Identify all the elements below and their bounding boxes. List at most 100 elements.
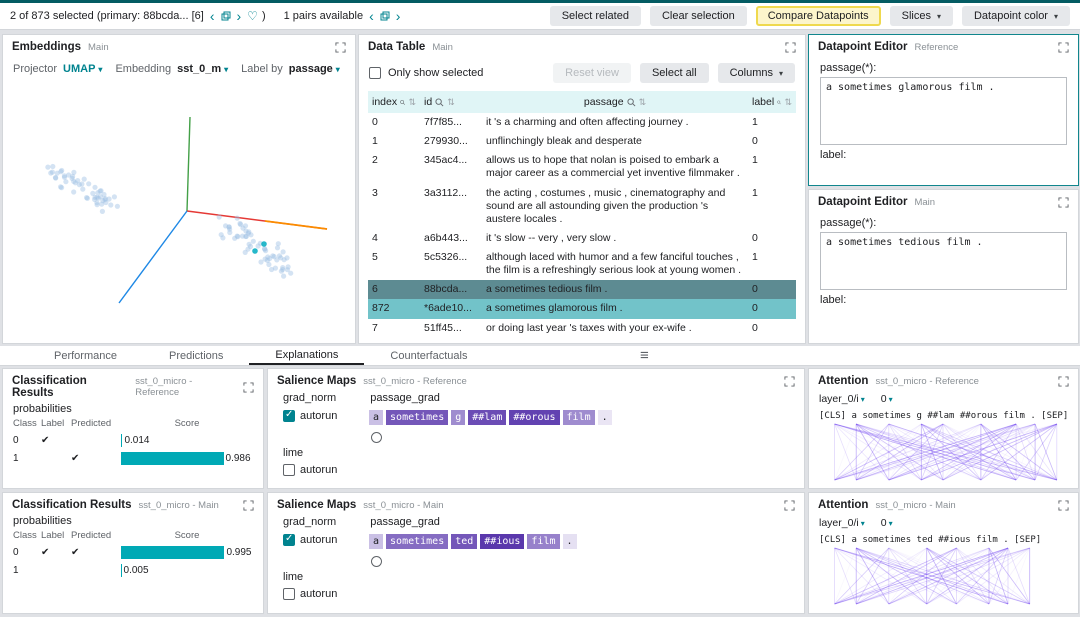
lime-autorun-checkbox[interactable] <box>283 464 295 476</box>
cell-id: 7f7f85... <box>424 116 462 128</box>
reset-view-button[interactable]: Reset view <box>553 63 631 83</box>
cell-index: 872 <box>372 302 390 315</box>
search-icon[interactable] <box>627 97 636 107</box>
cell-id: 88bcda... <box>424 283 468 296</box>
table-row[interactable]: 4 a6b443... it 's slow -- very , very slow… <box>368 229 796 248</box>
cell-label: 0 <box>752 231 758 244</box>
tab-explanations[interactable]: Explanations <box>249 346 365 365</box>
projector-label: Projector <box>13 63 58 75</box>
cell-index: 1 <box>372 135 378 148</box>
table-row[interactable]: 3 3a3112... the acting , costumes , music … <box>368 184 796 229</box>
cell-passage: it 's a charming and often affecting jou… <box>486 116 689 128</box>
columns-button[interactable]: Columns ▾ <box>717 63 795 83</box>
cell-passage: a sometimes tedious film . <box>486 283 608 296</box>
column-header-index[interactable]: index ⇅ <box>368 91 420 113</box>
projector-select[interactable]: UMAP ▾ <box>63 63 102 75</box>
cell-passage: a sometimes glamorous film . <box>486 302 623 315</box>
compare-datapoints-button[interactable]: Compare Datapoints <box>755 6 881 26</box>
salience-radio[interactable] <box>371 432 382 443</box>
sort-icon[interactable]: ⇅ <box>447 96 455 107</box>
header-score: Score <box>174 530 200 541</box>
expand-icon[interactable] <box>784 499 795 511</box>
cell-id: 3a3112... <box>424 186 468 199</box>
sort-icon[interactable]: ⇅ <box>408 96 416 107</box>
prev-datapoint-button[interactable]: ‹ <box>209 8 215 24</box>
pin-datapoint-icon[interactable] <box>221 11 231 21</box>
column-header-label[interactable]: label ⇅ <box>748 91 796 113</box>
salience-token: a <box>369 534 384 549</box>
table-row[interactable]: 7 51ff45... or doing last year 's taxes wi… <box>368 319 796 338</box>
favorite-icon[interactable]: ♡ <box>247 9 258 23</box>
table-row[interactable]: 0 7f7f85... it 's a charming and often aff… <box>368 113 796 132</box>
passage-field[interactable]: a sometimes tedious film . <box>820 232 1067 290</box>
tab-counterfactuals[interactable]: Counterfactuals <box>390 349 468 362</box>
module-subtitle: sst_0_micro - Reference <box>875 376 979 387</box>
prev-pair-button[interactable]: ‹ <box>369 8 374 24</box>
score-value: 0.995 <box>226 546 252 558</box>
chevron-down-icon: ▾ <box>860 394 865 404</box>
layer-select[interactable]: layer_0/i ▾ <box>819 517 865 529</box>
chevron-down-icon: ▾ <box>888 518 893 528</box>
salience-token: g <box>451 410 466 425</box>
head-label: 0 <box>880 393 887 405</box>
pair-icon[interactable] <box>380 11 390 21</box>
table-row[interactable]: 2 345ac4... allows us to hope that nolan i… <box>368 151 796 183</box>
label-check: ✔ <box>41 546 50 558</box>
grad-autorun-checkbox[interactable] <box>283 409 295 422</box>
head-select[interactable]: 0 ▾ <box>881 393 893 405</box>
search-icon[interactable] <box>435 97 444 107</box>
embedding-scatter-plot[interactable] <box>3 79 355 327</box>
select-all-button[interactable]: Select all <box>639 63 709 83</box>
expand-icon[interactable] <box>1058 41 1069 53</box>
salience-radio[interactable] <box>371 556 382 567</box>
cell-index: 2 <box>372 154 378 167</box>
table-row[interactable]: 872 *6ade10... a sometimes glamorous film … <box>368 299 796 319</box>
embedding-controls: Projector UMAP ▾ Embedding sst_0_m ▾ Label… <box>3 55 355 79</box>
table-row[interactable]: 1 279930... unflinchingly bleak and desper… <box>368 132 796 151</box>
cell-index: 0 <box>372 116 378 128</box>
cell-id: 51ff45... <box>424 321 462 334</box>
slices-button[interactable]: Slices ▾ <box>889 6 953 26</box>
head-select[interactable]: 0 ▾ <box>881 517 893 529</box>
lime-autorun-checkbox[interactable] <box>283 588 295 600</box>
search-icon[interactable] <box>777 98 782 107</box>
cell-label: 0 <box>752 135 758 148</box>
label-by-select[interactable]: passage ▾ <box>289 63 340 75</box>
expand-icon[interactable] <box>243 499 254 511</box>
expand-icon[interactable] <box>784 375 795 387</box>
datapoint-color-button[interactable]: Datapoint color ▾ <box>961 6 1070 26</box>
expand-icon[interactable] <box>1058 499 1069 511</box>
layer-select[interactable]: layer_0/i ▾ <box>819 393 865 405</box>
expand-icon[interactable] <box>1058 196 1069 208</box>
tab-predictions[interactable]: Predictions <box>168 349 224 362</box>
table-row[interactable]: 5 5c5326... although laced with humor and … <box>368 248 796 280</box>
module-title: Attention <box>818 499 869 511</box>
grad-autorun-checkbox[interactable] <box>283 533 295 546</box>
sort-icon[interactable]: ⇅ <box>638 96 647 107</box>
select-related-button[interactable]: Select related <box>549 6 641 26</box>
menu-icon[interactable]: ≡ <box>640 347 649 364</box>
expand-icon[interactable] <box>335 41 346 53</box>
label-by-label: Label by <box>241 63 283 75</box>
next-datapoint-button[interactable]: › <box>236 8 242 24</box>
column-header-id[interactable]: id ⇅ <box>420 91 482 113</box>
column-header-passage[interactable]: passage ⇅ <box>482 91 748 113</box>
salience-field-label: passage_grad <box>370 516 440 528</box>
clear-selection-button[interactable]: Clear selection <box>649 6 747 26</box>
classification-results-reference-module: Classification Results sst_0_micro - Ref… <box>2 368 264 489</box>
expand-icon[interactable] <box>243 381 254 393</box>
passage-field[interactable]: a sometimes glamorous film . <box>820 77 1067 145</box>
expand-icon[interactable] <box>785 41 796 53</box>
salience-token: ##orous <box>509 410 560 425</box>
table-row[interactable]: 6 88bcda... a sometimes tedious film . 0 <box>368 280 796 300</box>
next-pair-button[interactable]: › <box>395 8 401 24</box>
expand-icon[interactable] <box>1058 375 1069 387</box>
embedding-select[interactable]: sst_0_m ▾ <box>177 63 228 75</box>
only-show-selected-checkbox[interactable] <box>369 67 381 79</box>
search-icon[interactable] <box>400 98 406 107</box>
sort-icon[interactable]: ⇅ <box>784 96 792 107</box>
chevron-down-icon: ▾ <box>888 394 893 404</box>
attention-body: layer_0/i ▾ 0 ▾ [CLS] a sometimes g ##lam … <box>809 389 1078 484</box>
tab-performance[interactable]: Performance <box>54 349 117 362</box>
cell-label: 0 <box>752 321 758 334</box>
